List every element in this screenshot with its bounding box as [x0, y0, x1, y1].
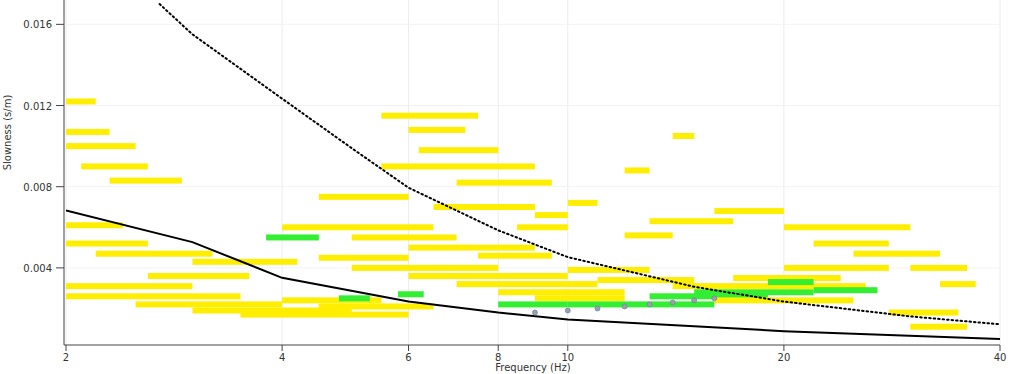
- tick-label: 0.004: [23, 263, 52, 274]
- x-axis: [64, 345, 1000, 346]
- dispersion-cell: [433, 204, 534, 210]
- tick: [56, 105, 64, 106]
- dispersion-cell: [352, 234, 457, 240]
- dispersion-cell: [498, 289, 624, 295]
- dispersion-cell: [66, 129, 110, 135]
- curve: [66, 210, 1000, 339]
- tick-label: 4: [279, 352, 285, 363]
- dispersion-cell: [457, 281, 598, 287]
- pick-point: [622, 304, 627, 309]
- dispersion-cell: [910, 265, 967, 271]
- dispersion-cell: [66, 98, 96, 104]
- tick: [66, 345, 67, 351]
- background: [0, 0, 1011, 374]
- tick: [282, 345, 283, 351]
- tick-label: 40: [994, 352, 1007, 363]
- dispersion-cell: [568, 267, 650, 273]
- pick-point: [647, 302, 652, 307]
- pick-point: [595, 306, 600, 311]
- tick: [1000, 345, 1001, 351]
- dispersion-cell: [478, 253, 552, 259]
- dispersion-cell: [625, 167, 650, 173]
- grid-line: [66, 105, 1000, 106]
- curve: [160, 4, 1000, 324]
- dispersion-cell: [598, 277, 695, 283]
- dispersion-cell: [66, 283, 192, 289]
- dispersion-cell: [940, 281, 976, 287]
- dispersion-cell: [339, 295, 370, 301]
- y-axis: [64, 0, 65, 345]
- dispersion-cell: [266, 234, 319, 240]
- grid-line: [66, 0, 67, 345]
- tick-label: 2: [63, 352, 69, 363]
- dispersion-cell: [398, 291, 424, 297]
- x-axis-label: Frequency (Hz): [495, 362, 571, 373]
- tick-label: 0.012: [23, 101, 52, 112]
- axes: 24681020400.0040.0080.0120.016: [23, 0, 1006, 363]
- pick-point: [692, 298, 697, 303]
- tick: [498, 345, 499, 351]
- dispersion-cell: [319, 303, 434, 309]
- dispersion-cell: [853, 251, 940, 257]
- tick-label: 6: [405, 352, 411, 363]
- tick-label: 0.016: [23, 19, 52, 30]
- dispersion-cell: [910, 324, 967, 330]
- dispersion-cell: [673, 133, 695, 139]
- dispersion-cell: [535, 212, 568, 218]
- dispersion-cell: [96, 251, 213, 257]
- dispersion-cell: [714, 297, 853, 303]
- tick-label: 0.008: [23, 182, 52, 193]
- tick: [408, 345, 409, 351]
- dispersion-cell: [136, 301, 283, 307]
- dispersion-cell: [352, 265, 499, 271]
- dispersion-cell: [457, 180, 552, 186]
- dispersion-cell: [81, 163, 148, 169]
- dispersion-cell: [814, 287, 878, 293]
- dispersion-cell: [409, 273, 568, 279]
- dispersion-cell: [409, 127, 466, 133]
- tick: [56, 24, 64, 25]
- chart: 24681020400.0040.0080.0120.016Frequency …: [0, 0, 1011, 374]
- pick-point: [565, 308, 570, 313]
- y-axis-label: Slowness (s/m): [2, 95, 13, 171]
- dispersion-cell: [110, 178, 182, 184]
- pick-point: [532, 310, 537, 315]
- grid-line: [282, 0, 283, 345]
- plot-area: [66, 4, 1000, 339]
- dispersion-cell: [319, 255, 409, 261]
- dispersion-cell: [535, 295, 625, 301]
- pick-point: [670, 300, 675, 305]
- grid-line: [66, 186, 1000, 187]
- dispersion-cell: [784, 265, 889, 271]
- dispersion-cell: [66, 143, 136, 149]
- dispersion-cell: [768, 279, 814, 285]
- dispersion-cell: [814, 241, 889, 247]
- dispersion-cell: [240, 312, 408, 318]
- dispersion-cell: [409, 245, 535, 251]
- dispersion-cell: [650, 218, 734, 224]
- dispersion-cell: [625, 232, 673, 238]
- tick: [783, 345, 784, 351]
- dispersion-cell: [714, 208, 784, 214]
- dispersion-cell: [282, 224, 433, 230]
- tick: [56, 186, 64, 187]
- dispersion-cell: [66, 293, 240, 299]
- grid-line: [1000, 0, 1001, 345]
- pick-point: [712, 296, 717, 301]
- dispersion-cell: [381, 163, 535, 169]
- dispersion-cell: [319, 194, 409, 200]
- dispersion-cell: [784, 224, 910, 230]
- dispersion-cell: [498, 301, 568, 307]
- dispersion-cell: [419, 147, 498, 153]
- dispersion-cell: [66, 241, 148, 247]
- dispersion-cell: [148, 273, 249, 279]
- dispersion-cell: [568, 200, 598, 206]
- grid-line: [66, 24, 1000, 25]
- tick: [567, 345, 568, 351]
- tick-label: 20: [778, 352, 791, 363]
- tick: [56, 267, 64, 268]
- dispersion-cell: [517, 224, 568, 230]
- dispersion-cell: [381, 113, 478, 119]
